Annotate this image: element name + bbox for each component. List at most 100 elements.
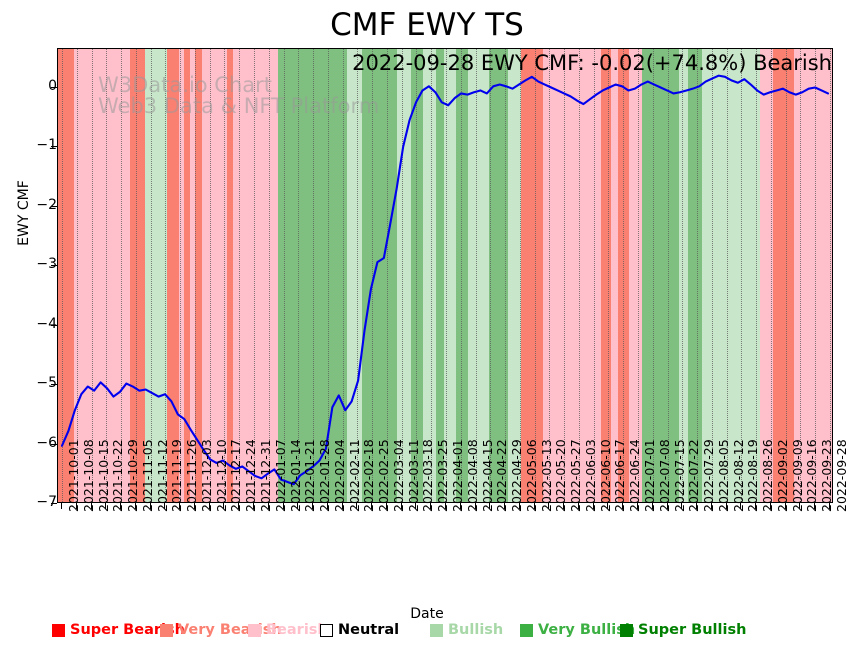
- gridline-vertical: [815, 49, 817, 502]
- x-tick-mark: [563, 503, 565, 509]
- x-tick-mark: [179, 503, 181, 509]
- x-tick-mark: [223, 503, 225, 509]
- legend-label: Bearish: [266, 622, 328, 638]
- series-annotation: 2022-09-28 EWY CMF: -0.02(+74.8%) Bearis…: [352, 51, 832, 75]
- x-tick-mark: [622, 503, 624, 509]
- x-tick-mark: [282, 503, 284, 509]
- gridline-vertical: [150, 49, 152, 502]
- x-tick-label: 2021-10-01: [66, 439, 81, 512]
- sentiment-band-bearish: [233, 49, 238, 502]
- gridline-vertical: [121, 49, 123, 502]
- sentiment-band-bullish: [422, 49, 437, 502]
- gridline-vertical: [357, 49, 359, 502]
- gridline-vertical: [106, 49, 108, 502]
- x-tick-label: 2022-05-13: [538, 439, 554, 512]
- sentiment-band-layer: [58, 49, 832, 502]
- y-tick-mark: [51, 443, 57, 445]
- x-tick-label: 2022-01-28: [317, 439, 333, 512]
- sentiment-band-very-bullish: [456, 49, 469, 502]
- x-tick-mark: [814, 503, 816, 509]
- gridline-vertical: [564, 49, 566, 502]
- x-tick-mark: [75, 503, 77, 509]
- x-tick-label: 2022-04-22: [494, 439, 510, 512]
- legend-swatch-icon: [52, 623, 65, 637]
- sentiment-band-very-bearish: [601, 49, 612, 502]
- sentiment-band-very-bullish: [382, 49, 398, 502]
- x-tick-label: 2022-01-07: [272, 439, 288, 512]
- legend-item-bullish[interactable]: Bullish: [430, 620, 503, 640]
- x-tick-mark: [385, 503, 387, 509]
- legend-item-super-bullish[interactable]: Super Bullish: [620, 620, 746, 640]
- sentiment-legend: Super Bearish Very Bearish Bearish Neutral B…: [0, 620, 854, 642]
- x-tick-mark: [356, 503, 358, 509]
- y-tick-label: −5: [36, 375, 57, 392]
- vertical-gridlines: [58, 49, 832, 502]
- sentiment-band-very-bearish: [184, 49, 191, 502]
- gridline-vertical: [519, 49, 521, 502]
- x-tick-label: 2022-02-18: [361, 439, 377, 512]
- x-tick-mark: [134, 503, 136, 509]
- sentiment-band-very-bearish: [784, 49, 795, 502]
- gridline-vertical: [209, 49, 211, 502]
- x-tick-mark: [208, 503, 210, 509]
- x-tick-label: 2022-07-08: [656, 439, 672, 512]
- x-tick-mark: [533, 503, 535, 509]
- chart-title: CMF EWY TS: [330, 7, 524, 43]
- legend-swatch-icon: [320, 623, 333, 637]
- legend-item-super-bearish[interactable]: Super Bearish: [52, 620, 185, 640]
- x-tick-mark: [740, 503, 742, 509]
- x-tick-mark: [120, 503, 122, 509]
- sentiment-band-very-bullish: [497, 49, 509, 502]
- plot-area: W3Data.io Chart Web3 Data & NFT Platform: [57, 48, 833, 503]
- x-tick-label: 2022-02-11: [346, 439, 362, 512]
- x-tick-mark: [253, 503, 254, 509]
- x-tick-label: 2021-10-29: [125, 439, 141, 512]
- x-tick-label: 2021-11-05: [139, 439, 155, 512]
- y-tick-mark: [51, 205, 57, 207]
- legend-item-neutral[interactable]: Neutral: [320, 620, 399, 640]
- gridline-vertical: [593, 49, 595, 502]
- gridline-vertical: [327, 49, 329, 502]
- sentiment-band-very-bearish: [521, 49, 534, 502]
- gridline-vertical: [505, 49, 507, 502]
- x-tick-label: 2022-09-02: [774, 439, 790, 512]
- legend-swatch-icon: [520, 623, 533, 637]
- gridline-vertical: [62, 49, 63, 502]
- x-tick-mark: [90, 503, 92, 509]
- x-tick-label: 2022-05-20: [553, 439, 569, 512]
- x-tick-mark: [577, 503, 579, 509]
- x-tick-mark: [430, 503, 432, 509]
- legend-item-very-bullish[interactable]: Very Bullish: [520, 620, 635, 640]
- x-tick-mark: [371, 503, 373, 509]
- legend-swatch-icon: [248, 623, 261, 637]
- y-tick-label: −2: [36, 196, 57, 213]
- gridline-vertical: [830, 49, 831, 502]
- gridline-vertical: [283, 49, 285, 502]
- x-tick-mark: [415, 503, 417, 509]
- sentiment-band-very-bearish: [773, 49, 785, 502]
- gridline-vertical: [268, 49, 270, 502]
- x-tick-label: 2021-12-03: [198, 439, 214, 512]
- x-tick-mark: [784, 503, 786, 509]
- x-tick-label: 2021-12-17: [228, 439, 244, 512]
- x-tick-mark: [592, 503, 594, 509]
- x-tick-label: 2022-03-18: [420, 439, 436, 512]
- x-tick-label: 2022-08-19: [745, 439, 761, 512]
- x-tick-mark: [312, 503, 314, 509]
- gridline-vertical: [135, 49, 137, 502]
- gridline-vertical: [313, 49, 315, 502]
- x-tick-label: 2022-06-03: [582, 439, 598, 512]
- sentiment-band-very-bearish: [532, 49, 544, 502]
- x-tick-label: 2022-06-17: [612, 439, 628, 512]
- x-tick-label: 2022-02-25: [376, 439, 392, 512]
- legend-label: Very Bullish: [538, 622, 636, 638]
- gridline-vertical: [372, 49, 374, 502]
- x-tick-mark: [725, 503, 727, 509]
- gridline-vertical: [682, 49, 684, 502]
- legend-item-bearish[interactable]: Bearish: [248, 620, 328, 640]
- x-tick-label: 2021-11-12: [154, 439, 170, 512]
- sentiment-band-bearish: [202, 49, 228, 502]
- y-tick-label: −3: [36, 256, 57, 273]
- gridline-vertical: [431, 49, 433, 502]
- gridline-vertical: [165, 49, 167, 502]
